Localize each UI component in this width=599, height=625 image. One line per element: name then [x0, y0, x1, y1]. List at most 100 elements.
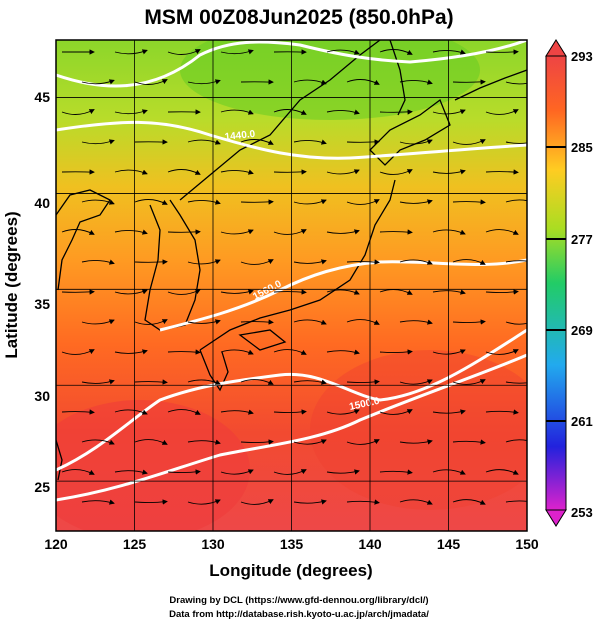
wind-streamline [187, 499, 221, 505]
colorbar-tick-label: 269 [571, 323, 593, 338]
wind-streamline [187, 79, 221, 85]
wind-streamline [346, 259, 380, 265]
wind-streamline [293, 319, 327, 325]
y-tick-labels: 25 30 35 40 45 [34, 89, 50, 495]
wind-streamline [273, 229, 307, 235]
wind-streamline [326, 409, 360, 415]
wind-streamline [114, 229, 148, 235]
wind-streamline [114, 109, 148, 115]
wind-streamline [326, 109, 360, 115]
wind-streamline [220, 349, 254, 355]
wind-streamline [505, 321, 527, 325]
coastline-russia [179, 40, 381, 201]
wind-streamline [399, 259, 433, 265]
wind-streamline [293, 259, 327, 265]
plot-area: 1440.0 1560.0 1500.0 [55, 39, 528, 532]
warm-region-se [310, 350, 527, 510]
wind-streamline [114, 349, 148, 355]
wind-streamline [326, 289, 360, 295]
wind-streamline [379, 49, 413, 55]
wind-streamline [220, 109, 254, 115]
wind-streamline [485, 109, 519, 115]
wind-streamline [452, 259, 486, 265]
wind-streamline [273, 409, 307, 415]
wind-streamline [293, 199, 327, 205]
wind-streamline [346, 79, 380, 85]
wind-streamline [379, 409, 413, 415]
wind-streamline [240, 199, 274, 205]
coastline-shikoku [238, 329, 287, 351]
wind-streamline [220, 469, 254, 475]
y-tick-label: 25 [34, 479, 50, 495]
colorbar-tick-label: 293 [571, 49, 593, 64]
wind-streamline [346, 199, 380, 205]
wind-streamline [432, 349, 466, 355]
wind-streamline [134, 439, 168, 445]
wind-streamline [61, 289, 95, 295]
wind-streamline [379, 169, 413, 175]
wind-streamline [167, 49, 201, 55]
coastline-kamchatka-kuril [454, 69, 527, 101]
x-tick-labels: 120 125 130 135 140 145 150 [44, 536, 539, 552]
colorbar: 293 285 277 269 261 253 [545, 39, 593, 527]
wind-streamline [452, 79, 486, 85]
x-tick-label: 140 [358, 536, 382, 552]
wind-streamline [452, 439, 486, 445]
wind-streamline [505, 260, 527, 263]
wind-streamline [293, 499, 327, 505]
y-tick-label: 40 [34, 195, 50, 211]
colorbar-tick-label: 285 [571, 140, 593, 155]
wind-streamline [346, 319, 380, 325]
wind-streamline [220, 49, 254, 55]
contour-label-1440: 1440.0 [224, 129, 256, 143]
wind-streamline [326, 469, 360, 475]
x-tick-label: 135 [280, 536, 304, 552]
y-tick-label: 35 [34, 296, 50, 312]
wind-streamline [293, 439, 327, 445]
wind-streamline [273, 289, 307, 295]
wind-streamline [134, 259, 168, 265]
wind-streamline [240, 139, 274, 145]
coastline-taiwan [56, 439, 63, 481]
coastline-hokkaido [369, 98, 451, 166]
wind-streamline [399, 379, 433, 385]
wind-streamline [452, 139, 486, 145]
wind-streamline [432, 109, 466, 115]
wind-streamline [399, 79, 433, 85]
x-tick-label: 145 [437, 536, 461, 552]
wind-streamline [379, 109, 413, 115]
x-tick-label: 125 [123, 536, 147, 552]
wind-streamline [61, 409, 95, 415]
wind-streamline [134, 79, 168, 85]
wind-streamline [379, 229, 413, 235]
wind-streamline [187, 379, 221, 385]
wind-streamline [61, 109, 95, 115]
wind-streamline [81, 199, 115, 205]
wind-streamline [220, 289, 254, 295]
wind-streamline [187, 259, 221, 265]
wind-streamline [167, 229, 201, 235]
wind-streamline [505, 381, 527, 384]
wind-streamline [81, 79, 115, 85]
wind-streamline [346, 439, 380, 445]
coastline-kyushu [199, 349, 229, 392]
y-tick-label: 30 [34, 388, 50, 404]
colorbar-tick-label: 277 [571, 232, 593, 247]
wind-streamline [81, 139, 115, 145]
wind-streamline [293, 379, 327, 385]
wind-streamline [432, 409, 466, 415]
wind-streamline [326, 349, 360, 355]
wind-streamline [220, 229, 254, 235]
wind-streamline [114, 289, 148, 295]
wind-streamline [452, 199, 486, 205]
wind-streamline [505, 81, 527, 85]
wind-streamline [134, 199, 168, 205]
wind-streamline [346, 499, 380, 505]
wind-streamline [114, 409, 148, 415]
x-axis-label: Longitude (degrees) [209, 561, 372, 580]
wind-streamline [485, 49, 519, 55]
wind-streamline [399, 319, 433, 325]
wind-streamline [220, 169, 254, 175]
wind-streamline [240, 499, 274, 505]
